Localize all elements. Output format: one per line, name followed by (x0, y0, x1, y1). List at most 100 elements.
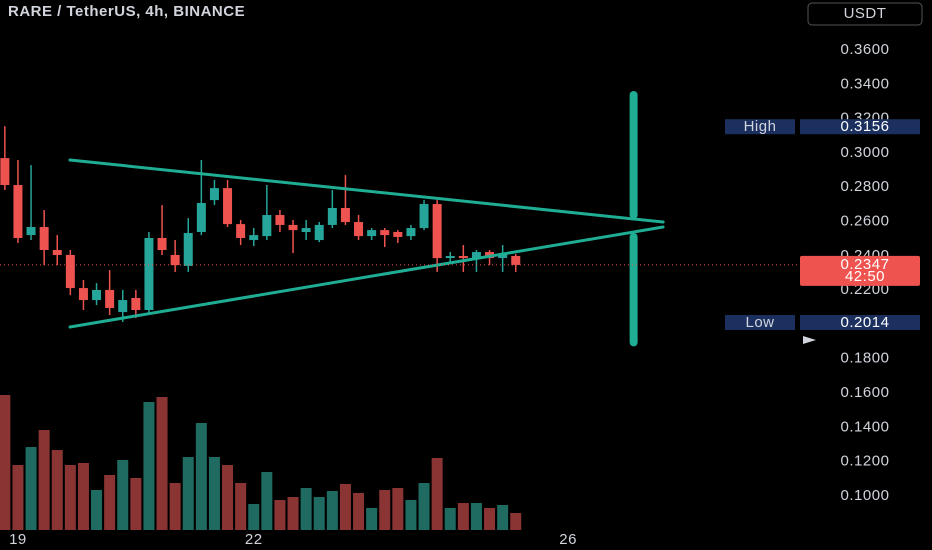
candle-body (78, 288, 88, 301)
volume-bar (25, 447, 37, 530)
candle-body (183, 233, 193, 266)
arrow-icon (803, 336, 816, 344)
x-tick-label: 19 (9, 531, 27, 548)
candle-body (498, 254, 508, 259)
volume-bar (91, 490, 103, 530)
volume-bar (12, 465, 24, 530)
level-label: High (744, 118, 777, 135)
volume-bar (366, 508, 378, 530)
currency-label[interactable]: USDT (844, 5, 887, 22)
candle-body (13, 185, 23, 238)
candle-body (327, 207, 337, 225)
volume-bar (169, 483, 181, 530)
candle-body (118, 300, 128, 313)
level-label: Low (745, 314, 774, 331)
volume-bar (274, 500, 286, 530)
candle-body (0, 158, 10, 186)
candle-body (471, 252, 481, 259)
volume-bar (470, 503, 482, 530)
volume-bar (130, 478, 142, 530)
candle-body (367, 230, 377, 237)
volume-bar (222, 465, 234, 530)
trend-line (68, 158, 665, 224)
candle-body (52, 249, 62, 255)
volume-bar (143, 402, 155, 530)
volume-bar (248, 504, 260, 530)
volume-bar (497, 505, 509, 530)
volume-bar (38, 430, 50, 530)
volume-bar (418, 483, 430, 530)
volume-bar (353, 493, 365, 530)
candle-body (275, 215, 285, 225)
y-tick-label: 0.1000 (841, 487, 890, 504)
volume-bar (392, 488, 404, 530)
volume-bar (379, 490, 391, 530)
volume-bar (444, 508, 456, 530)
candle-body (432, 204, 442, 259)
volume-bar (300, 488, 312, 530)
currency-button[interactable] (807, 2, 923, 26)
candle-body (209, 188, 219, 201)
current-price-box (800, 255, 920, 286)
volume-bar (182, 457, 194, 530)
volume-bar (313, 497, 325, 530)
level-label-box (725, 119, 795, 135)
y-tick-label: 0.1400 (841, 418, 890, 435)
candle-body (236, 224, 246, 238)
candle-body (105, 289, 115, 308)
volume-bar (405, 500, 417, 530)
volume-bar (326, 491, 338, 530)
volume-bar (261, 472, 273, 530)
level-value-box (800, 119, 920, 135)
candle-body (223, 188, 233, 225)
level-value: 0.3156 (841, 118, 890, 135)
candle-body (65, 254, 75, 289)
y-tick-label: 0.3600 (841, 41, 890, 58)
candle-body (445, 255, 455, 259)
volume-bar (117, 460, 129, 530)
candle-body (301, 228, 311, 232)
candle-body (314, 224, 324, 241)
candle-body (458, 255, 468, 259)
y-tick-label: 0.2600 (841, 213, 890, 230)
volume-bar (64, 465, 76, 530)
candle-body (26, 227, 36, 236)
volume-bar (484, 508, 496, 530)
y-tick-label: 0.1200 (841, 453, 890, 470)
candle-body (393, 231, 403, 237)
volume-bar (208, 457, 220, 530)
chart-title: RARE / TetherUS, 4h, BINANCE (8, 3, 245, 20)
level-value-box (800, 315, 920, 331)
countdown-label: 42:50 (845, 268, 885, 285)
y-tick-label: 0.1600 (841, 384, 890, 401)
volume-bar (339, 484, 351, 530)
trend-line (68, 225, 665, 329)
candle-body (380, 230, 390, 236)
candle-body (144, 237, 154, 311)
volume-bar (510, 513, 522, 530)
candle-body (354, 222, 364, 237)
level-value: 0.2014 (841, 314, 890, 331)
candle-body (511, 255, 521, 265)
y-tick-label: 0.3400 (841, 75, 890, 92)
volume-bar (77, 463, 89, 530)
candle-body (131, 298, 141, 311)
x-tick-label: 22 (245, 531, 263, 548)
volume-bar (287, 497, 299, 530)
level-label-box (725, 315, 795, 331)
candle-body (262, 215, 272, 237)
current-price-label: 0.2347 (841, 256, 890, 273)
volume-bar (457, 503, 469, 530)
volume-bar (51, 450, 63, 530)
candle-body (170, 254, 180, 266)
candle-body (157, 237, 167, 250)
candle-body (340, 207, 350, 223)
y-tick-label: 0.1800 (841, 350, 890, 367)
volume-bar (0, 395, 11, 530)
candle-body (406, 228, 416, 237)
volume-bar (156, 397, 168, 530)
candle-body (39, 227, 49, 250)
